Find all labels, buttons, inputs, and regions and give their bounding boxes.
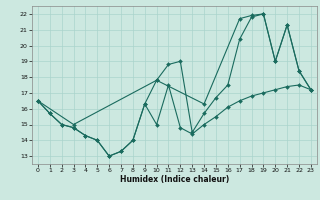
X-axis label: Humidex (Indice chaleur): Humidex (Indice chaleur): [120, 175, 229, 184]
